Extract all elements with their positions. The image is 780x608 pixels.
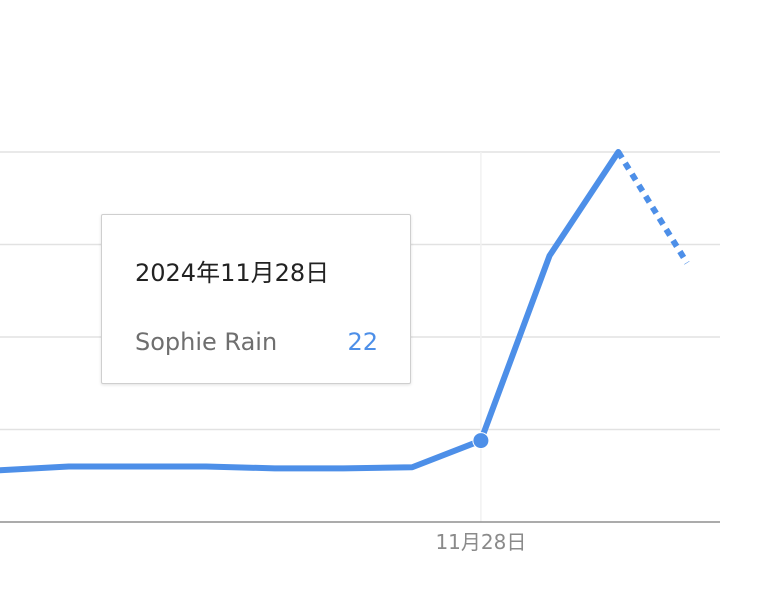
data-tooltip: 2024年11月28日 Sophie Rain 22 (101, 214, 411, 384)
tooltip-date: 2024年11月28日 (135, 259, 330, 287)
x-axis: 11月28日 (0, 521, 720, 554)
series-line-partial[interactable] (615, 150, 690, 265)
series-sophie-rain[interactable] (0, 149, 690, 474)
series-line[interactable] (0, 149, 622, 474)
x-tick-label: 11月28日 (435, 530, 526, 554)
highlighted-data-point[interactable] (472, 432, 490, 450)
tooltip-series-name: Sophie Rain (135, 328, 278, 356)
tooltip-value: 22 (347, 328, 378, 356)
